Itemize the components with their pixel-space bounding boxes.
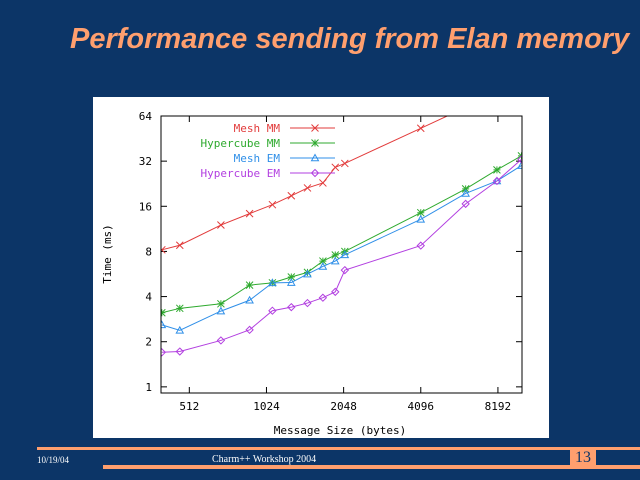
data-point-diamond	[303, 298, 312, 308]
data-point-diamond	[416, 241, 425, 250]
data-point-diamond	[461, 199, 470, 209]
data-point-diamond	[268, 306, 277, 315]
footer-date: 10/19/04	[37, 455, 70, 465]
data-point-triangle	[318, 261, 328, 270]
data-point-triangle	[310, 153, 320, 162]
y-tick-label: 64	[139, 110, 153, 123]
data-point-star	[331, 251, 340, 259]
slide-title: Performance sending from Elan memory	[70, 23, 630, 55]
data-point-triangle	[461, 188, 471, 197]
x-tick-label: 512	[179, 400, 199, 413]
data-point-star	[161, 308, 166, 317]
data-point-triangle	[517, 161, 522, 169]
data-point-diamond	[331, 287, 340, 297]
y-tick-label: 2	[145, 336, 152, 349]
data-point-star	[303, 268, 312, 277]
series-line	[161, 165, 522, 331]
data-point-triangle	[245, 295, 254, 304]
data-point-cross	[416, 124, 425, 133]
series-mesh-mm	[161, 104, 469, 254]
data-point-triangle	[268, 278, 277, 287]
data-point-cross	[268, 200, 277, 209]
data-point-diamond	[175, 347, 184, 356]
x-axis-label: Message Size (bytes)	[274, 424, 406, 437]
data-point-triangle	[340, 250, 350, 259]
y-tick-label: 1	[145, 381, 152, 394]
data-point-triangle	[161, 320, 167, 329]
legend-label: Hypercube MM	[201, 137, 281, 150]
data-point-diamond	[340, 265, 350, 275]
legend-label: Mesh EM	[234, 152, 281, 165]
legend-label: Mesh MM	[234, 122, 281, 135]
data-point-star	[175, 304, 184, 313]
data-point-diamond	[517, 155, 522, 164]
data-point-diamond	[318, 293, 328, 302]
data-point-star	[287, 273, 296, 281]
data-point-cross	[303, 184, 312, 192]
x-tick-label: 1024	[253, 400, 280, 413]
data-point-star	[416, 208, 425, 217]
data-point-triangle	[216, 306, 226, 315]
footer-text: Charm++ Workshop 2004	[212, 454, 317, 465]
data-point-star	[493, 165, 501, 174]
data-point-star	[319, 257, 327, 265]
data-point-diamond	[245, 325, 254, 335]
data-point-cross	[340, 159, 349, 168]
data-point-triangle	[330, 256, 340, 265]
data-point-star	[217, 299, 225, 308]
data-point-cross	[462, 104, 469, 111]
data-point-cross	[311, 124, 319, 132]
data-point-cross	[217, 221, 225, 229]
data-point-diamond	[287, 302, 296, 312]
x-tick-label: 2048	[330, 400, 357, 413]
data-point-star	[311, 139, 319, 147]
data-point-cross	[331, 163, 340, 172]
data-point-diamond	[310, 168, 320, 178]
series-line	[161, 158, 522, 353]
data-point-cross	[319, 179, 327, 187]
legend-label: Hypercube EM	[201, 167, 281, 180]
y-axis-label: Time (ms)	[101, 224, 114, 284]
data-point-cross	[161, 245, 166, 254]
x-tick-label: 4096	[408, 400, 435, 413]
y-tick-label: 16	[139, 200, 152, 213]
data-point-diamond	[161, 348, 167, 357]
data-point-cross	[245, 209, 254, 218]
x-tick-label: 8192	[485, 400, 512, 413]
series-hypercube-em	[161, 155, 522, 357]
data-point-star	[245, 281, 254, 289]
page-number: 13	[570, 449, 596, 466]
y-tick-label: 4	[145, 291, 152, 304]
footer-bottom-bar	[103, 465, 640, 469]
data-point-diamond	[492, 176, 502, 186]
y-tick-label: 32	[139, 155, 152, 168]
data-point-cross	[287, 191, 296, 200]
data-point-diamond	[216, 336, 226, 345]
plot-frame	[160, 115, 523, 394]
data-point-cross	[175, 241, 184, 250]
y-tick-label: 8	[145, 245, 152, 258]
data-point-triangle	[416, 214, 426, 223]
data-point-triangle	[175, 325, 185, 334]
data-point-triangle	[286, 278, 296, 286]
series-line	[161, 155, 522, 314]
chart-svg: 512 1024 2048 4096 8192 1 2 4 8 16 32 64 Mesh MM Hyp…	[101, 104, 523, 437]
data-point-triangle	[303, 269, 312, 278]
footer-top-bar	[37, 447, 640, 450]
series-line	[161, 116, 449, 251]
chart: 512 1024 2048 4096 8192 1 2 4 8 16 32 64 Mesh MM Hyp…	[93, 97, 549, 438]
